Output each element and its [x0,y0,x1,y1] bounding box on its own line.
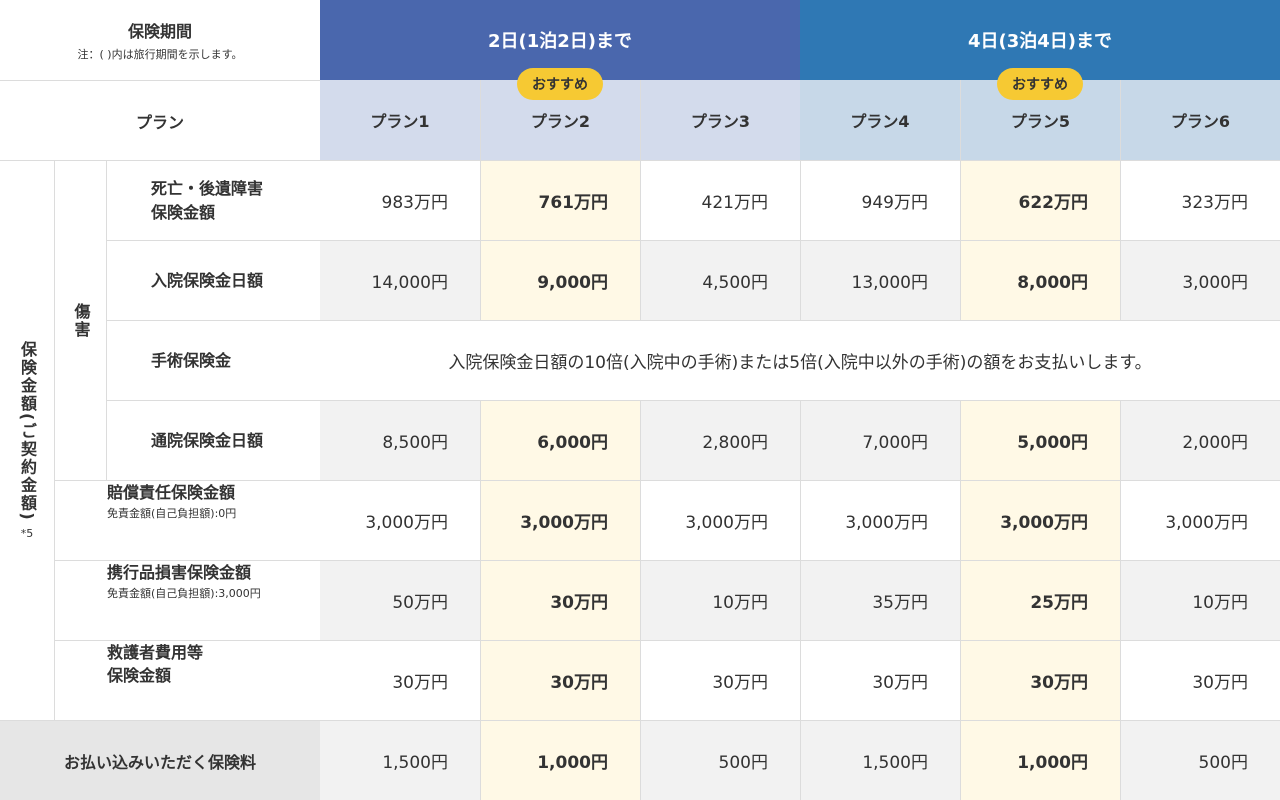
injury-label: 傷害 [71,302,91,339]
plan-6-label: プラン6 [1170,112,1231,131]
outpatient-value-plan6: 2,000円 [1120,400,1280,480]
row-label-death: 死亡・後遺障害 保険金額 [106,160,320,240]
death-label-line1: 死亡・後遺障害 [151,179,264,199]
premium-value-plan2: 1,000円 [480,720,640,800]
premium-value-plan1: 1,500円 [320,720,480,800]
liability-value-plan5: 3,000万円 [960,480,1120,560]
death-value-plan4: 949万円 [800,160,960,240]
hospital-value-plan1: 14,000円 [320,240,480,320]
coverage-side-label: 保険金額(ご契約金額) *5 [0,160,54,720]
death-value-plan1: 983万円 [320,160,480,240]
period-header-label: 保険期間 注：( )内は旅行期間を示します。 [0,0,320,80]
belongings-value-plan6: 10万円 [1120,560,1280,640]
rescue-value-plan2: 30万円 [480,640,640,720]
liability-value-plan6: 3,000万円 [1120,480,1280,560]
belongings-value-plan4: 35万円 [800,560,960,640]
row-label-liability: 賠償責任保険金額 免責金額(自己負担額):0円 [54,480,320,560]
rescue-value-plan6: 30万円 [1120,640,1280,720]
premium-value-plan5: 1,000円 [960,720,1120,800]
hospital-value-plan4: 13,000円 [800,240,960,320]
belongings-deductible: 免責金額(自己負担額):3,000円 [107,587,261,601]
death-value-plan2: 761万円 [480,160,640,240]
plan-header-4: プラン4 [800,80,960,160]
hospital-value-plan5: 8,000円 [960,240,1120,320]
recommend-badge-plan5: おすすめ [997,68,1083,100]
hospital-value-plan2: 9,000円 [480,240,640,320]
rescue-label-line1: 救護者費用等 [107,643,204,662]
period-note: 注：( )内は旅行期間を示します。 [77,48,243,61]
plan-header-2: プラン2 [480,80,640,160]
coverage-note: *5 [20,527,34,541]
row-label-surgery: 手術保険金 [106,320,320,400]
premium-value-plan6: 500円 [1120,720,1280,800]
plan-2-label: プラン2 [530,112,591,131]
liability-value-plan2: 3,000万円 [480,480,640,560]
belongings-value-plan2: 30万円 [480,560,640,640]
rescue-value-plan1: 30万円 [320,640,480,720]
belongings-value-plan5: 25万円 [960,560,1120,640]
outpatient-value-plan2: 6,000円 [480,400,640,480]
plan-1-label: プラン1 [370,112,430,131]
outpatient-value-plan3: 2,800円 [640,400,800,480]
plan-4-label: プラン4 [850,112,910,131]
row-label-belongings: 携行品損害保険金額 免責金額(自己負担額):3,000円 [54,560,320,640]
hospital-value-plan3: 4,500円 [640,240,800,320]
plan-5-label: プラン5 [1010,112,1071,131]
hospital-value-plan6: 3,000円 [1120,240,1280,320]
belongings-label: 携行品損害保険金額 [107,563,252,582]
plan-header-6: プラン6 [1120,80,1280,160]
period-label: 保険期間 [127,22,192,41]
belongings-value-plan1: 50万円 [320,560,480,640]
premium-value-plan4: 1,500円 [800,720,960,800]
death-value-plan5: 622万円 [960,160,1120,240]
death-value-plan3: 421万円 [640,160,800,240]
row-label-outpatient: 通院保険金日額 [106,400,320,480]
premium-value-plan3: 500円 [640,720,800,800]
liability-value-plan3: 3,000万円 [640,480,800,560]
plan-header-3: プラン3 [640,80,800,160]
coverage-label: 保険金額(ご契約金額) [18,340,37,522]
rescue-value-plan5: 30万円 [960,640,1120,720]
rescue-value-plan4: 30万円 [800,640,960,720]
outpatient-value-plan5: 5,000円 [960,400,1120,480]
row-label-hospital: 入院保険金日額 [106,240,320,320]
liability-value-plan1: 3,000万円 [320,480,480,560]
death-value-plan6: 323万円 [1120,160,1280,240]
row-label-premium: お払い込みいただく保険料 [0,720,320,800]
plan-label: プラン [135,112,184,132]
period-header-4days: 4日(3泊4日)まで [800,0,1280,80]
period-2days-label: 2日(1泊2日)まで [487,31,633,52]
period-header-2days: 2日(1泊2日)まで [320,0,800,80]
row-label-rescue: 救護者費用等 保険金額 [54,640,320,720]
plan-header-1: プラン1 [320,80,480,160]
liability-deductible: 免責金額(自己負担額):0円 [107,507,237,521]
death-label-line2: 保険金額 [151,202,216,222]
rescue-label-line2: 保険金額 [107,666,172,686]
rescue-value-plan3: 30万円 [640,640,800,720]
outpatient-value-plan4: 7,000円 [800,400,960,480]
plan-header-label: プラン [0,80,320,160]
injury-side-label: 傷害 [54,160,106,480]
liability-label: 賠償責任保険金額 [107,483,236,502]
period-4days-label: 4日(3泊4日)まで [967,31,1113,52]
surgery-description: 入院保険金日額の10倍(入院中の手術)または5倍(入院中以外の手術)の額をお支払… [320,320,1280,400]
belongings-value-plan3: 10万円 [640,560,800,640]
recommend-badge-plan2: おすすめ [517,68,603,100]
outpatient-value-plan1: 8,500円 [320,400,480,480]
liability-value-plan4: 3,000万円 [800,480,960,560]
plan-3-label: プラン3 [690,112,751,131]
